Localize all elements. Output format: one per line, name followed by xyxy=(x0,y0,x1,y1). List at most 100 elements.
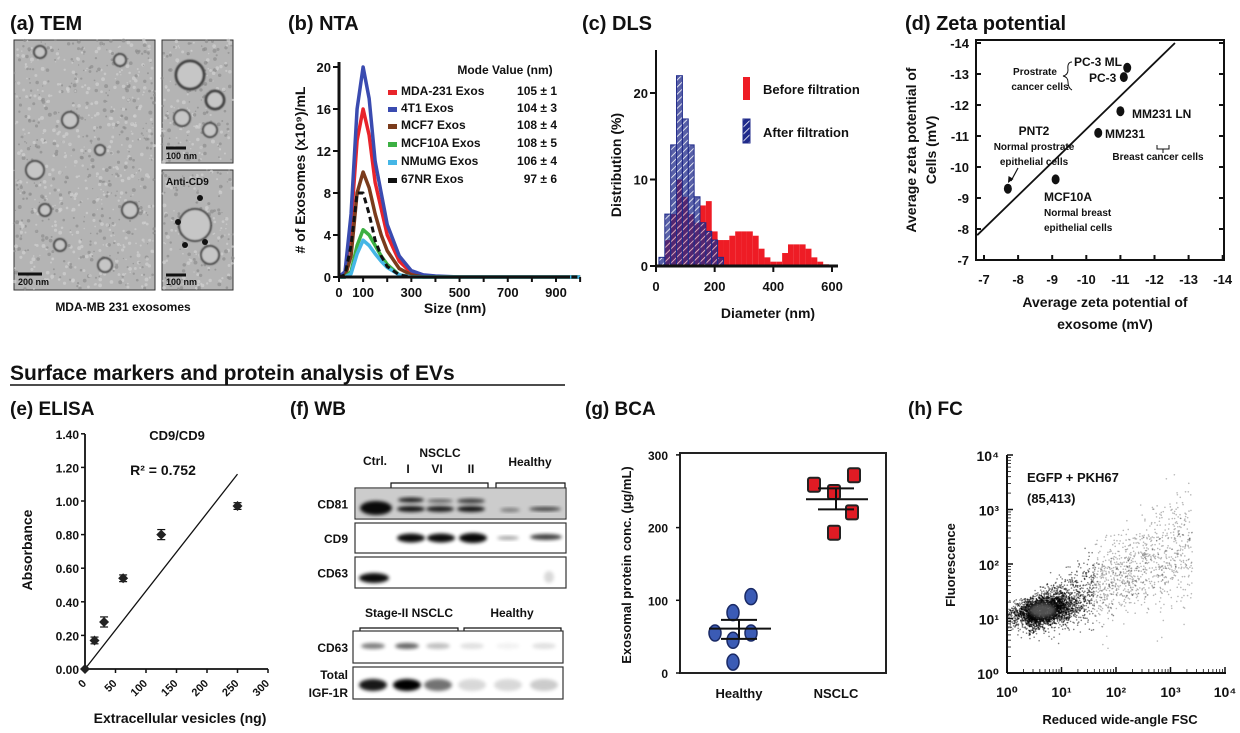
y-tick-label: 4 xyxy=(324,228,332,243)
tem-grain xyxy=(88,66,92,70)
tem-grain xyxy=(126,83,129,86)
tem-grain xyxy=(56,144,60,148)
fc-event xyxy=(1104,593,1107,596)
tem-grain xyxy=(182,282,185,285)
tem-grain xyxy=(69,192,74,197)
fc-event xyxy=(1088,576,1091,579)
fc-event xyxy=(1049,623,1052,626)
tem-grain xyxy=(40,194,44,199)
fc-event xyxy=(1153,586,1155,589)
tem-grain xyxy=(122,257,125,260)
tem-grain xyxy=(42,85,44,87)
fc-event xyxy=(1031,597,1034,600)
fc-event xyxy=(1175,570,1178,572)
tem-grain xyxy=(42,132,44,135)
fc-event xyxy=(1104,559,1107,562)
fc-event xyxy=(1144,518,1146,521)
tem-grain xyxy=(38,183,42,187)
fc-event xyxy=(1128,582,1131,585)
tem-grain xyxy=(95,70,98,73)
fc-event xyxy=(1100,606,1102,608)
tem-grain xyxy=(37,58,40,61)
fc-event xyxy=(1112,569,1114,572)
band xyxy=(530,679,558,691)
tem-grain xyxy=(95,111,100,116)
tem-grain xyxy=(110,51,114,56)
tem-grain xyxy=(69,265,73,269)
tem-grain xyxy=(142,134,144,136)
tem-grain xyxy=(132,85,136,90)
tem-grain xyxy=(165,180,168,184)
fc-event xyxy=(1145,559,1148,562)
tem-grain xyxy=(54,61,57,63)
tem-grain xyxy=(216,144,219,146)
band xyxy=(496,643,520,649)
tem-grain xyxy=(74,266,77,269)
fc-event xyxy=(1144,553,1146,556)
tem-grain xyxy=(202,111,207,116)
tem-grain xyxy=(200,173,204,177)
tem-grain xyxy=(216,171,219,174)
fc-event xyxy=(1173,574,1176,576)
fc-event xyxy=(1150,558,1152,561)
y-tick-label: 0.60 xyxy=(56,562,80,576)
fc-event xyxy=(1111,552,1114,555)
tem-grain xyxy=(24,249,27,252)
tem-grain xyxy=(125,284,127,286)
tem-grain xyxy=(173,107,175,109)
fc-event xyxy=(1017,627,1019,630)
tem-grain xyxy=(145,222,149,226)
y-tick-label: 0.40 xyxy=(56,596,80,610)
fc-event xyxy=(1111,603,1114,605)
fc-event xyxy=(1102,598,1104,601)
tem-grain xyxy=(113,85,117,90)
tem-grain xyxy=(88,173,92,177)
tem-grain xyxy=(57,57,60,60)
tem-grain xyxy=(13,269,16,272)
fc-event xyxy=(1167,564,1169,567)
fc-event xyxy=(1174,559,1176,562)
fc-event xyxy=(1177,534,1180,536)
tem-grain xyxy=(85,106,89,110)
fc-event xyxy=(1103,593,1105,596)
tem-grain xyxy=(151,204,155,208)
r-squared-annotation: R² = 0.752 xyxy=(130,462,196,478)
tem-grain xyxy=(95,175,98,178)
y-tick-label: 0.20 xyxy=(56,629,80,643)
x-tick-label: -11 xyxy=(1111,272,1129,287)
tem-grain xyxy=(169,241,172,244)
tem-grain xyxy=(161,132,164,135)
fc-event xyxy=(1105,573,1108,575)
tem-grain xyxy=(227,238,230,241)
fc-event xyxy=(1170,559,1172,562)
tem-grain xyxy=(164,174,168,178)
fc-event xyxy=(1048,635,1050,638)
fc-event xyxy=(1134,592,1137,595)
fc-event xyxy=(1165,554,1167,556)
tem-grain xyxy=(30,267,34,271)
fc-event xyxy=(1107,551,1109,554)
fc-event xyxy=(1098,563,1100,565)
fc-event xyxy=(1134,552,1137,554)
fc-event xyxy=(1075,581,1078,584)
fc-event xyxy=(1047,631,1050,633)
fc-event xyxy=(1191,531,1193,534)
legend-label: NMuMG Exos xyxy=(401,154,479,168)
tem-grain xyxy=(151,250,153,252)
tem-grain xyxy=(31,208,33,210)
fc-event xyxy=(1141,581,1144,584)
fc-event xyxy=(1125,561,1128,564)
tem-grain xyxy=(81,255,85,259)
tem-grain xyxy=(78,257,81,260)
fc-event xyxy=(1095,615,1097,617)
fc-event xyxy=(1095,583,1097,585)
fc-event xyxy=(1173,559,1175,562)
fc-event xyxy=(1055,591,1057,593)
tem-grain xyxy=(225,223,228,225)
fc-event xyxy=(1151,547,1154,550)
tem-grain xyxy=(174,229,177,232)
tem-grain xyxy=(162,260,166,265)
fc-event xyxy=(1058,626,1060,629)
tem-grain xyxy=(169,247,173,251)
